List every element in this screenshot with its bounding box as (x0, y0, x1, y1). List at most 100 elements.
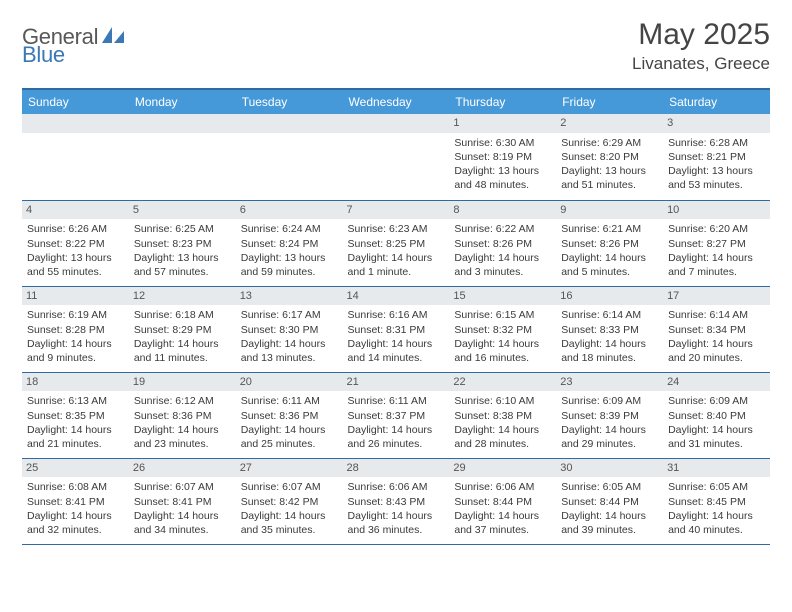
sunset-line: Sunset: 8:24 PM (241, 237, 338, 251)
calendar-day-cell: 9Sunrise: 6:21 AMSunset: 8:26 PMDaylight… (556, 200, 663, 286)
daylight-line: Daylight: 14 hours and 14 minutes. (348, 337, 445, 365)
sunset-line: Sunset: 8:25 PM (348, 237, 445, 251)
daylight-line: Daylight: 14 hours and 32 minutes. (27, 509, 124, 537)
sunset-line: Sunset: 8:32 PM (454, 323, 551, 337)
sunset-line: Sunset: 8:27 PM (668, 237, 765, 251)
title-block: May 2025 Livanates, Greece (632, 18, 770, 74)
sunrise-line: Sunrise: 6:28 AM (668, 136, 765, 150)
day-number: 15 (449, 287, 556, 306)
calendar-week-row: 25Sunrise: 6:08 AMSunset: 8:41 PMDayligh… (22, 458, 770, 544)
sunset-line: Sunset: 8:41 PM (27, 495, 124, 509)
day-details: Sunrise: 6:14 AMSunset: 8:33 PMDaylight:… (560, 308, 659, 365)
calendar-day-cell: 31Sunrise: 6:05 AMSunset: 8:45 PMDayligh… (663, 458, 770, 544)
day-details: Sunrise: 6:18 AMSunset: 8:29 PMDaylight:… (133, 308, 232, 365)
daylight-line: Daylight: 13 hours and 55 minutes. (27, 251, 124, 279)
calendar-day-cell: 6Sunrise: 6:24 AMSunset: 8:24 PMDaylight… (236, 200, 343, 286)
daylight-line: Daylight: 14 hours and 35 minutes. (241, 509, 338, 537)
day-number: 16 (556, 287, 663, 306)
daylight-line: Daylight: 14 hours and 7 minutes. (668, 251, 765, 279)
daylight-line: Daylight: 14 hours and 5 minutes. (561, 251, 658, 279)
day-number: 13 (236, 287, 343, 306)
sunrise-line: Sunrise: 6:22 AM (454, 222, 551, 236)
calendar-day-cell (22, 114, 129, 200)
calendar-day-cell: 1Sunrise: 6:30 AMSunset: 8:19 PMDaylight… (449, 114, 556, 200)
day-details: Sunrise: 6:22 AMSunset: 8:26 PMDaylight:… (453, 222, 552, 279)
daylight-line: Daylight: 14 hours and 20 minutes. (668, 337, 765, 365)
sunset-line: Sunset: 8:41 PM (134, 495, 231, 509)
daylight-line: Daylight: 14 hours and 3 minutes. (454, 251, 551, 279)
day-details: Sunrise: 6:08 AMSunset: 8:41 PMDaylight:… (26, 480, 125, 537)
daylight-line: Daylight: 14 hours and 34 minutes. (134, 509, 231, 537)
sunset-line: Sunset: 8:43 PM (348, 495, 445, 509)
location-label: Livanates, Greece (632, 54, 770, 74)
sunset-line: Sunset: 8:22 PM (27, 237, 124, 251)
calendar-day-cell: 24Sunrise: 6:09 AMSunset: 8:40 PMDayligh… (663, 372, 770, 458)
calendar-week-row: 4Sunrise: 6:26 AMSunset: 8:22 PMDaylight… (22, 200, 770, 286)
day-number (343, 114, 450, 133)
sunrise-line: Sunrise: 6:14 AM (561, 308, 658, 322)
day-number: 26 (129, 459, 236, 478)
daylight-line: Daylight: 14 hours and 28 minutes. (454, 423, 551, 451)
sunset-line: Sunset: 8:39 PM (561, 409, 658, 423)
calendar-day-cell: 19Sunrise: 6:12 AMSunset: 8:36 PMDayligh… (129, 372, 236, 458)
daylight-line: Daylight: 14 hours and 11 minutes. (134, 337, 231, 365)
calendar-day-cell: 18Sunrise: 6:13 AMSunset: 8:35 PMDayligh… (22, 372, 129, 458)
sunset-line: Sunset: 8:42 PM (241, 495, 338, 509)
sunset-line: Sunset: 8:35 PM (27, 409, 124, 423)
day-number: 4 (22, 201, 129, 220)
sunrise-line: Sunrise: 6:26 AM (27, 222, 124, 236)
sunset-line: Sunset: 8:38 PM (454, 409, 551, 423)
sunset-line: Sunset: 8:33 PM (561, 323, 658, 337)
calendar-day-cell (129, 114, 236, 200)
daylight-line: Daylight: 14 hours and 16 minutes. (454, 337, 551, 365)
sunset-line: Sunset: 8:44 PM (561, 495, 658, 509)
sunrise-line: Sunrise: 6:18 AM (134, 308, 231, 322)
day-number: 8 (449, 201, 556, 220)
calendar-day-cell: 16 Sunrise: 6:14 AMSunset: 8:33 PMDayligh… (556, 286, 663, 372)
day-number: 6 (236, 201, 343, 220)
calendar-day-cell: 29Sunrise: 6:06 AMSunset: 8:44 PMDayligh… (449, 458, 556, 544)
sunset-line: Sunset: 8:26 PM (454, 237, 551, 251)
calendar-day-cell: 26Sunrise: 6:07 AMSunset: 8:41 PMDayligh… (129, 458, 236, 544)
daylight-line: Daylight: 14 hours and 25 minutes. (241, 423, 338, 451)
calendar-day-cell: 21Sunrise: 6:11 AMSunset: 8:37 PMDayligh… (343, 372, 450, 458)
daylight-line: Daylight: 13 hours and 53 minutes. (668, 164, 765, 192)
calendar-day-cell: 2Sunrise: 6:29 AMSunset: 8:20 PMDaylight… (556, 114, 663, 200)
daylight-line: Daylight: 14 hours and 18 minutes. (561, 337, 658, 365)
sunrise-line: Sunrise: 6:15 AM (454, 308, 551, 322)
calendar-day-cell: 28Sunrise: 6:06 AMSunset: 8:43 PMDayligh… (343, 458, 450, 544)
day-details: Sunrise: 6:21 AMSunset: 8:26 PMDaylight:… (560, 222, 659, 279)
day-number: 12 (129, 287, 236, 306)
daylight-line: Daylight: 14 hours and 13 minutes. (241, 337, 338, 365)
sunrise-line: Sunrise: 6:17 AM (241, 308, 338, 322)
calendar-day-cell: 12 Sunrise: 6:18 AMSunset: 8:29 PMDayligh… (129, 286, 236, 372)
weekday-header: Sunday (22, 89, 129, 114)
calendar-day-cell: 11Sunrise: 6:19 AMSunset: 8:28 PMDayligh… (22, 286, 129, 372)
day-details: Sunrise: 6:14 AMSunset: 8:34 PMDaylight:… (667, 308, 766, 365)
day-details: Sunrise: 6:30 AMSunset: 8:19 PMDaylight:… (453, 136, 552, 193)
day-number: 2 (556, 114, 663, 133)
day-number (236, 114, 343, 133)
day-number: 27 (236, 459, 343, 478)
calendar-day-cell: 4 Sunrise: 6:26 AMSunset: 8:22 PMDaylight… (22, 200, 129, 286)
sunrise-line: Sunrise: 6:06 AM (454, 480, 551, 494)
day-details: Sunrise: 6:13 AMSunset: 8:35 PMDaylight:… (26, 394, 125, 451)
sunset-line: Sunset: 8:36 PM (241, 409, 338, 423)
daylight-line: Daylight: 14 hours and 1 minute. (348, 251, 445, 279)
day-number (22, 114, 129, 133)
day-number: 24 (663, 373, 770, 392)
sunset-line: Sunset: 8:36 PM (134, 409, 231, 423)
calendar-day-cell: 13 Sunrise: 6:17 AMSunset: 8:30 PMDayligh… (236, 286, 343, 372)
sunrise-line: Sunrise: 6:06 AM (348, 480, 445, 494)
day-number: 10 (663, 201, 770, 220)
day-details: Sunrise: 6:20 AMSunset: 8:27 PMDaylight:… (667, 222, 766, 279)
sunrise-line: Sunrise: 6:20 AM (668, 222, 765, 236)
calendar-table: SundayMondayTuesdayWednesdayThursdayFrid… (22, 88, 770, 545)
weekday-header-row: SundayMondayTuesdayWednesdayThursdayFrid… (22, 89, 770, 114)
sunrise-line: Sunrise: 6:08 AM (27, 480, 124, 494)
weekday-header: Tuesday (236, 89, 343, 114)
sunset-line: Sunset: 8:45 PM (668, 495, 765, 509)
sunrise-line: Sunrise: 6:23 AM (348, 222, 445, 236)
sunset-line: Sunset: 8:30 PM (241, 323, 338, 337)
sunrise-line: Sunrise: 6:05 AM (561, 480, 658, 494)
